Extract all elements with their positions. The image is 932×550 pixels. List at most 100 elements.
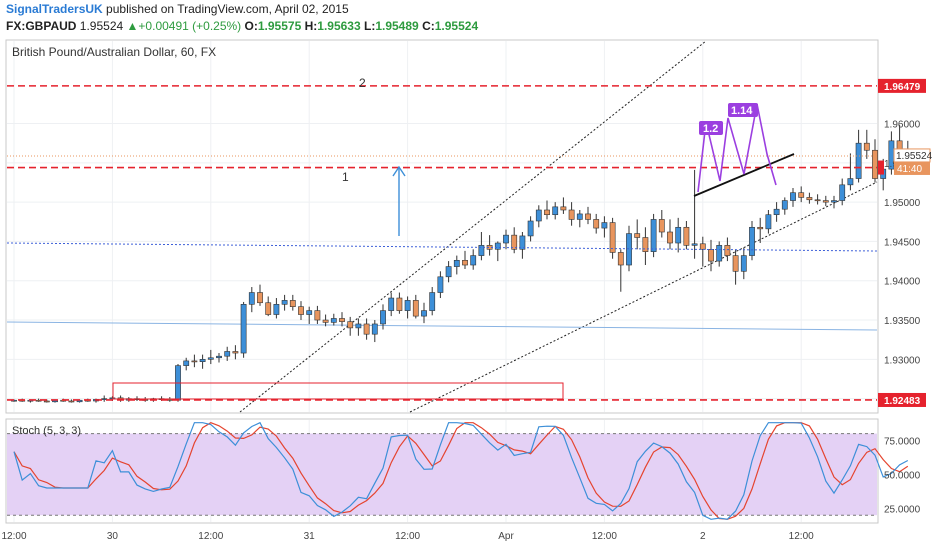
symbol-label[interactable]: FX:GBPAUD: [6, 19, 77, 33]
candle: [388, 292, 395, 317]
y-tick-label: 1.96000: [884, 120, 921, 131]
candle-body: [314, 310, 321, 321]
candle: [716, 241, 723, 267]
close-value: 1.95524: [434, 19, 479, 33]
candle: [240, 301, 247, 358]
stoch-tick-label: 75.0000: [884, 436, 921, 447]
x-tick-label: 12:00: [395, 531, 420, 542]
candle: [380, 304, 386, 330]
x-tick-label: Apr: [498, 531, 514, 542]
candle: [544, 200, 550, 220]
candle: [289, 294, 296, 311]
candle: [101, 395, 108, 402]
high-label: H:: [304, 19, 318, 33]
x-tick-label: 30: [107, 531, 119, 542]
candle: [298, 301, 304, 321]
candle: [872, 139, 878, 183]
candle: [691, 169, 698, 259]
stoch-band: [7, 433, 877, 516]
candle: [855, 129, 862, 183]
candle: [339, 312, 345, 327]
candle: [306, 306, 313, 324]
candle: [847, 153, 854, 191]
candle: [773, 202, 780, 222]
candle: [314, 305, 321, 324]
candle-body: [306, 310, 313, 315]
candle-body: [822, 200, 829, 203]
up-arrow-icon: ▲: [126, 19, 139, 33]
x-tick-label: 2: [700, 531, 706, 542]
candle-body: [724, 245, 731, 256]
candle: [593, 213, 600, 234]
candle: [232, 345, 239, 360]
stochastic-oscillator: [7, 421, 909, 520]
y-tick-label: 1.93500: [884, 316, 921, 327]
candle: [347, 316, 354, 336]
candle-body: [453, 259, 460, 267]
candle-body: [380, 310, 386, 325]
countdown-label: 41:40: [897, 164, 922, 175]
candle-body: [330, 318, 337, 323]
candle-body: [847, 178, 854, 186]
candle: [699, 236, 706, 267]
candle-body: [207, 357, 214, 360]
candle: [822, 195, 829, 207]
candle-body: [511, 234, 518, 250]
price-chart[interactable]: 1.21.14 1.960001.955001.950001.945001.94…: [0, 36, 932, 550]
wave-label-2: 2: [359, 76, 366, 90]
candle-body: [109, 397, 116, 400]
candle-body: [519, 235, 526, 250]
time-axis[interactable]: 12:00 30 12:00 31 12:00 Apr 12:00 2 12:00: [1, 531, 814, 542]
level-label-bg: [878, 160, 884, 175]
price-axis[interactable]: 1.960001.955001.950001.945001.940001.935…: [878, 78, 932, 516]
candle: [626, 225, 632, 272]
candle-body: [691, 243, 698, 246]
publish-line: SignalTradersUK published on TradingView…: [6, 2, 349, 16]
candle-body: [658, 219, 665, 233]
chart-title: British Pound/Australian Dollar, 60, FX: [12, 45, 216, 59]
candle-body: [371, 323, 378, 335]
candle-body: [675, 226, 682, 244]
candle: [519, 232, 526, 259]
candle: [667, 219, 673, 250]
candle-body: [552, 206, 559, 216]
candle: [765, 209, 772, 234]
candle: [404, 296, 411, 319]
wave-label-1: 1: [342, 170, 349, 184]
candle: [371, 320, 378, 343]
candle: [207, 349, 214, 365]
candle-body: [216, 355, 222, 359]
stoch-k-line: [13, 421, 909, 520]
candle-body: [585, 213, 591, 220]
y-tick-label: 1.94500: [884, 237, 921, 248]
candle: [609, 217, 616, 259]
pattern-drawings: 1.2 1.14: [112, 103, 795, 400]
candle-body: [339, 318, 345, 322]
candle-body: [248, 292, 255, 305]
candle-body: [437, 276, 444, 293]
candle: [330, 313, 337, 326]
candle-body: [240, 304, 247, 354]
open-value: 1.95575: [257, 19, 302, 33]
candle-body: [683, 226, 690, 246]
candle-body: [363, 323, 370, 335]
candle: [749, 220, 755, 261]
candle: [831, 195, 837, 209]
price-change: +0.00491 (+0.25%): [138, 19, 242, 33]
author-link[interactable]: SignalTradersUK: [6, 2, 103, 16]
candle: [453, 255, 460, 275]
candle: [322, 314, 329, 327]
level-label-bg: [878, 78, 926, 93]
candle-body: [470, 255, 477, 266]
candle: [462, 250, 468, 269]
blue-arrow-head: [392, 165, 406, 177]
candle-body: [732, 255, 739, 272]
candle-body: [494, 242, 501, 250]
candle-body: [199, 359, 206, 362]
main-pane[interactable]: [5, 39, 879, 414]
published-text: published on TradingView.com, April 02, …: [106, 2, 349, 16]
candle: [658, 209, 665, 238]
candle-body: [601, 222, 608, 229]
candle: [527, 216, 534, 242]
candle-body: [749, 226, 755, 256]
